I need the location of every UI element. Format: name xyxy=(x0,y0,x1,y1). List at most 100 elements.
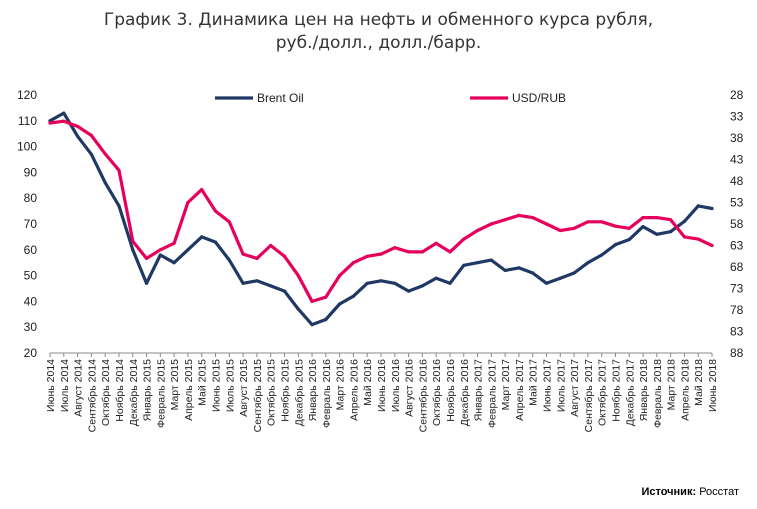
y-right-tick-label: 73 xyxy=(730,282,744,296)
x-tick-label: Июль 2014 xyxy=(59,359,71,412)
data-point-usd-rub xyxy=(641,216,645,220)
data-point-usd-rub xyxy=(682,235,687,239)
x-tick-label: Август 2017 xyxy=(569,359,581,417)
x-tick-label: Октябрь 2017 xyxy=(597,359,609,426)
data-point-brent-oil xyxy=(76,134,80,138)
x-tick-label: Октябрь 2016 xyxy=(431,359,443,426)
data-point-usd-rub xyxy=(627,226,631,230)
data-point-brent-oil xyxy=(338,302,342,306)
x-tick-label: Август 2014 xyxy=(73,359,85,417)
y-right-tick-label: 58 xyxy=(730,217,744,231)
x-tick-label: Ноябрь 2015 xyxy=(279,359,291,422)
data-point-brent-oil xyxy=(696,204,700,208)
data-point-usd-rub xyxy=(434,241,438,245)
x-tick-label: Октябрь 2015 xyxy=(266,359,278,426)
data-point-brent-oil xyxy=(627,237,631,242)
data-point-usd-rub xyxy=(255,256,259,260)
x-tick-label: Сентябрь 2015 xyxy=(252,359,264,432)
data-point-brent-oil xyxy=(407,289,411,293)
data-point-usd-rub xyxy=(379,252,383,256)
y-left-tick-label: 40 xyxy=(24,294,38,308)
x-tick-label: Апрель 2018 xyxy=(679,359,691,421)
data-point-brent-oil xyxy=(89,152,93,156)
x-tick-label: Февраль 2016 xyxy=(321,359,333,428)
data-point-brent-oil xyxy=(613,243,618,247)
y-right-tick-label: 88 xyxy=(730,346,744,360)
data-point-usd-rub xyxy=(269,243,273,248)
x-tick-label: Октябрь 2014 xyxy=(100,359,112,426)
data-point-brent-oil xyxy=(282,289,287,293)
x-tick-label: Июнь 2016 xyxy=(376,359,388,412)
x-tick-label: Февраль 2018 xyxy=(652,359,664,428)
data-point-usd-rub xyxy=(62,119,66,123)
x-tick-label: Май 2017 xyxy=(528,359,540,406)
y-left-tick-label: 120 xyxy=(17,88,37,102)
data-point-usd-rub xyxy=(407,250,411,254)
source-value: Росстат xyxy=(699,486,739,498)
y-right-tick-label: 63 xyxy=(730,239,744,253)
data-point-brent-oil xyxy=(172,261,176,265)
legend-label-brent-oil: Brent Oil xyxy=(257,91,304,105)
data-point-usd-rub xyxy=(600,220,604,224)
data-point-brent-oil xyxy=(269,284,273,288)
data-point-brent-oil xyxy=(544,281,549,285)
x-tick-label: Март 2018 xyxy=(666,359,678,411)
y-right-tick-label: 78 xyxy=(730,303,744,317)
data-point-usd-rub xyxy=(282,254,287,258)
data-point-usd-rub xyxy=(186,200,190,205)
x-tick-label: Апрель 2017 xyxy=(514,359,526,421)
data-point-brent-oil xyxy=(558,276,562,280)
y-right-tick-label: 38 xyxy=(730,131,744,145)
data-point-brent-oil xyxy=(213,240,218,244)
data-point-brent-oil xyxy=(103,181,107,185)
x-tick-label: Май 2018 xyxy=(693,359,705,406)
data-point-usd-rub xyxy=(696,237,700,241)
x-tick-label: Июнь 2014 xyxy=(45,359,57,412)
data-point-usd-rub xyxy=(338,274,342,278)
data-point-usd-rub xyxy=(558,228,562,233)
source-label: Источник: xyxy=(641,486,697,498)
data-point-usd-rub xyxy=(420,250,424,254)
data-point-brent-oil xyxy=(434,276,438,280)
data-point-brent-oil xyxy=(586,261,590,265)
x-tick-label: Март 2016 xyxy=(335,359,347,411)
x-tick-label: Июнь 2015 xyxy=(211,359,223,412)
x-tick-label: Декабрь 2015 xyxy=(293,359,305,426)
data-point-brent-oil xyxy=(710,206,714,211)
data-point-usd-rub xyxy=(76,124,80,128)
data-point-usd-rub xyxy=(48,121,52,125)
data-point-usd-rub xyxy=(227,220,231,224)
y-right-tick-label: 43 xyxy=(730,153,744,167)
y-left-tick-label: 90 xyxy=(24,165,38,179)
x-tick-label: Ноябрь 2017 xyxy=(610,359,622,422)
data-point-usd-rub xyxy=(462,237,466,241)
data-point-usd-rub xyxy=(613,224,618,228)
data-point-brent-oil xyxy=(572,271,576,275)
y-right-tick-label: 53 xyxy=(730,196,744,210)
data-point-brent-oil xyxy=(531,271,535,275)
legend-label-usd-rub: USD/RUB xyxy=(512,91,566,105)
data-point-brent-oil xyxy=(503,268,507,272)
x-tick-label: Август 2015 xyxy=(238,359,250,417)
series-line-brent-oil xyxy=(48,111,714,327)
y-left-tick-label: 100 xyxy=(17,140,37,154)
y-left-tick-label: 30 xyxy=(24,320,38,334)
x-tick-label: Декабрь 2016 xyxy=(459,359,471,426)
data-point-usd-rub xyxy=(117,168,121,172)
data-point-brent-oil xyxy=(296,307,300,311)
x-tick-label: Июль 2015 xyxy=(224,359,236,412)
data-point-usd-rub xyxy=(296,274,300,278)
data-point-usd-rub xyxy=(200,188,204,192)
data-point-brent-oil xyxy=(682,219,687,223)
data-point-brent-oil xyxy=(420,284,424,288)
x-tick-label: Декабрь 2014 xyxy=(128,359,140,426)
data-point-brent-oil xyxy=(655,232,659,236)
data-point-usd-rub xyxy=(572,226,576,230)
x-tick-label: Февраль 2015 xyxy=(155,359,167,428)
data-point-brent-oil xyxy=(365,281,369,285)
data-point-usd-rub xyxy=(158,248,162,252)
x-tick-label: Июнь 2017 xyxy=(542,359,554,412)
data-point-usd-rub xyxy=(144,256,149,260)
data-point-usd-rub xyxy=(655,216,659,220)
